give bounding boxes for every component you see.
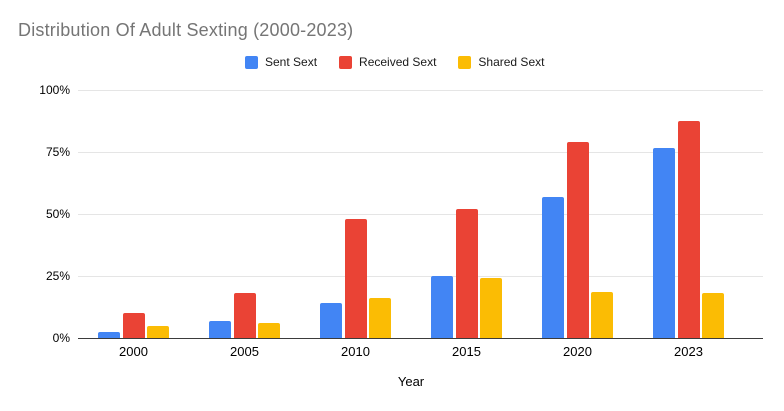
bar-group-2020: [522, 90, 633, 338]
gridline: [78, 214, 763, 215]
y-axis-tick-label: 50%: [45, 207, 70, 221]
bar-sent-sext-2020: [542, 196, 564, 338]
bar-sent-sext-2023: [653, 148, 675, 338]
y-axis-tick-label: 75%: [45, 145, 70, 159]
bar-shared-sext-2023: [702, 293, 724, 338]
legend-label: Sent Sext: [265, 55, 318, 69]
legend-swatch-icon: [339, 55, 353, 69]
x-axis-tick-label: 2000: [119, 344, 148, 359]
x-axis-title: Year: [397, 374, 425, 389]
bar-received-sext-2023: [677, 121, 700, 338]
legend-item: Sent Sext: [245, 55, 317, 69]
gridline: [78, 90, 763, 91]
bar-received-sext-2000: [122, 313, 145, 338]
bar-groups: [78, 90, 744, 338]
bar-received-sext-2020: [566, 142, 589, 338]
chart-title: Distribution Of Adult Sexting (2000-2023…: [18, 20, 354, 40]
x-axis-labels: 2000 2005 2010 2015 2020 2023: [78, 344, 744, 359]
bar-shared-sext-2020: [591, 292, 613, 338]
y-axis-tick-label: 100%: [39, 83, 70, 97]
gridline: [78, 152, 763, 153]
y-axis-tick-label: 0%: [52, 331, 70, 345]
bar-group-2015: [411, 90, 522, 338]
bar-group-2005: [189, 90, 300, 338]
gridline: [78, 276, 763, 277]
x-axis-tick-label: 2020: [563, 344, 592, 359]
bar-shared-sext-2000: [147, 325, 169, 338]
legend-swatch-icon: [245, 55, 258, 69]
legend-item: Received Sext: [339, 55, 436, 69]
x-axis-tick-label: 2005: [230, 344, 259, 359]
bar-shared-sext-2005: [258, 323, 280, 338]
y-axis-tick-label: 25%: [45, 269, 70, 283]
x-axis-tick-label: 2015: [452, 344, 481, 359]
x-axis-tick-label: 2023: [674, 344, 703, 359]
bar-received-sext-2005: [233, 293, 256, 338]
legend-label: Received Sext: [359, 55, 437, 69]
plot-area: 0% 25% 50% 75% 100%: [39, 83, 763, 345]
bar-sent-sext-2010: [320, 303, 342, 338]
bar-group-2023: [633, 90, 744, 338]
x-axis-tick-label: 2010: [341, 344, 370, 359]
bar-group-2000: [78, 90, 189, 338]
bar-received-sext-2015: [455, 209, 478, 338]
bar-shared-sext-2010: [369, 298, 391, 338]
bar-sent-sext-2005: [209, 320, 231, 338]
bar-group-2010: [300, 90, 411, 338]
bar-shared-sext-2015: [480, 278, 502, 338]
chart-legend: Sent Sext Received Sext Shared Sext: [245, 55, 544, 69]
legend-swatch-icon: [458, 55, 472, 69]
legend-item: Shared Sext: [458, 55, 544, 69]
legend-label: Shared Sext: [478, 55, 545, 69]
x-axis-baseline: [78, 337, 763, 339]
bar-received-sext-2010: [344, 218, 367, 338]
bar-sent-sext-2015: [431, 276, 453, 338]
bar-sent-sext-2000: [98, 331, 120, 338]
